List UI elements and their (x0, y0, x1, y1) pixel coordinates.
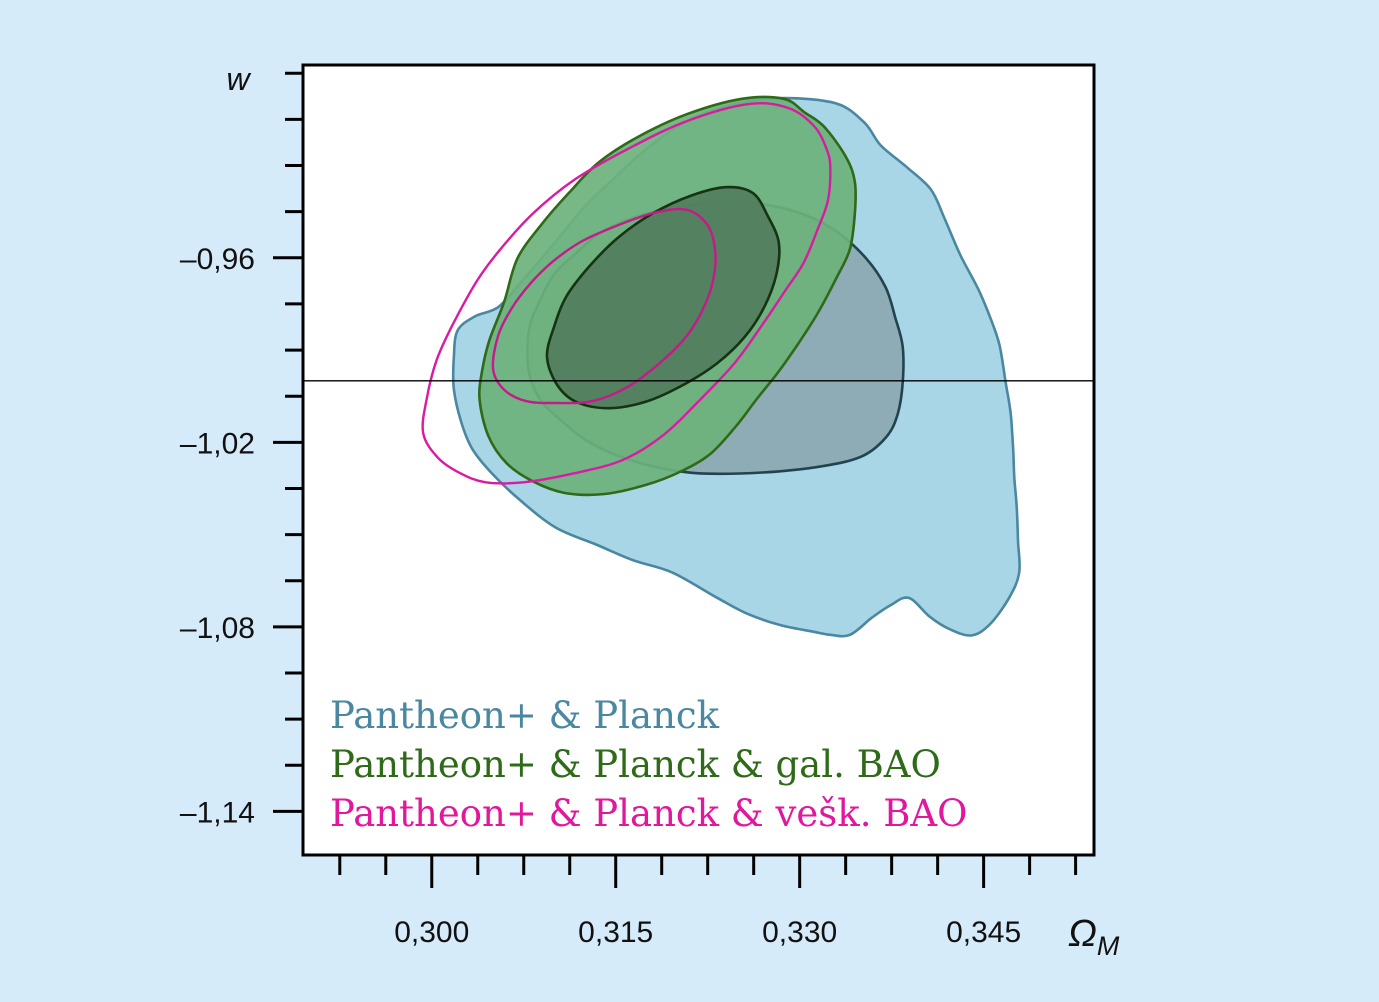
legend-entry-pantheon-planck-gal-bao: Pantheon+ & Planck & gal. BAO (330, 743, 941, 786)
x-tick-label: 0,315 (578, 916, 653, 949)
y-tick-label: –1,02 (180, 427, 255, 460)
x-tick-label: 0,300 (394, 916, 469, 949)
contour-2sigma-pantheon-planck-ve-k-bao (421, 102, 832, 485)
series-pantheon-planck-ve-k-bao (421, 102, 832, 485)
legend: Pantheon+ & Planck Pantheon+ & Planck & g… (330, 694, 967, 835)
contour-1sigma-pantheon-planck-gal-bao (545, 185, 781, 410)
legend-entry-pantheon-planck-ve-k-bao: Pantheon+ & Planck & vešk. BAO (330, 792, 967, 835)
y-tick-label: –0,96 (180, 243, 255, 276)
contour-layer (421, 95, 1021, 638)
series-pantheon-planck-gal-bao (478, 95, 858, 497)
x-tick-label: 0,330 (762, 916, 837, 949)
legend-entry-pantheon-planck: Pantheon+ & Planck (330, 694, 720, 737)
plot-frame (301, 63, 1096, 857)
contour-1sigma-pantheon-planck-ve-k-bao (491, 207, 717, 405)
y-axis: –0,96 –1,02 –1,08 –1,14 (180, 71, 303, 829)
y-tick-label: –1,08 (180, 612, 255, 645)
x-axis-label-subscript: M (1097, 931, 1120, 961)
y-axis-label: w (226, 61, 251, 97)
y-tick-label: –1,14 (180, 796, 255, 829)
x-axis: 0,300 0,315 0,330 0,345 (338, 855, 1078, 949)
x-tick-label: 0,345 (946, 916, 1021, 949)
x-axis-label: ΩM (1068, 913, 1120, 961)
x-axis-label-main: Ω (1068, 913, 1097, 955)
